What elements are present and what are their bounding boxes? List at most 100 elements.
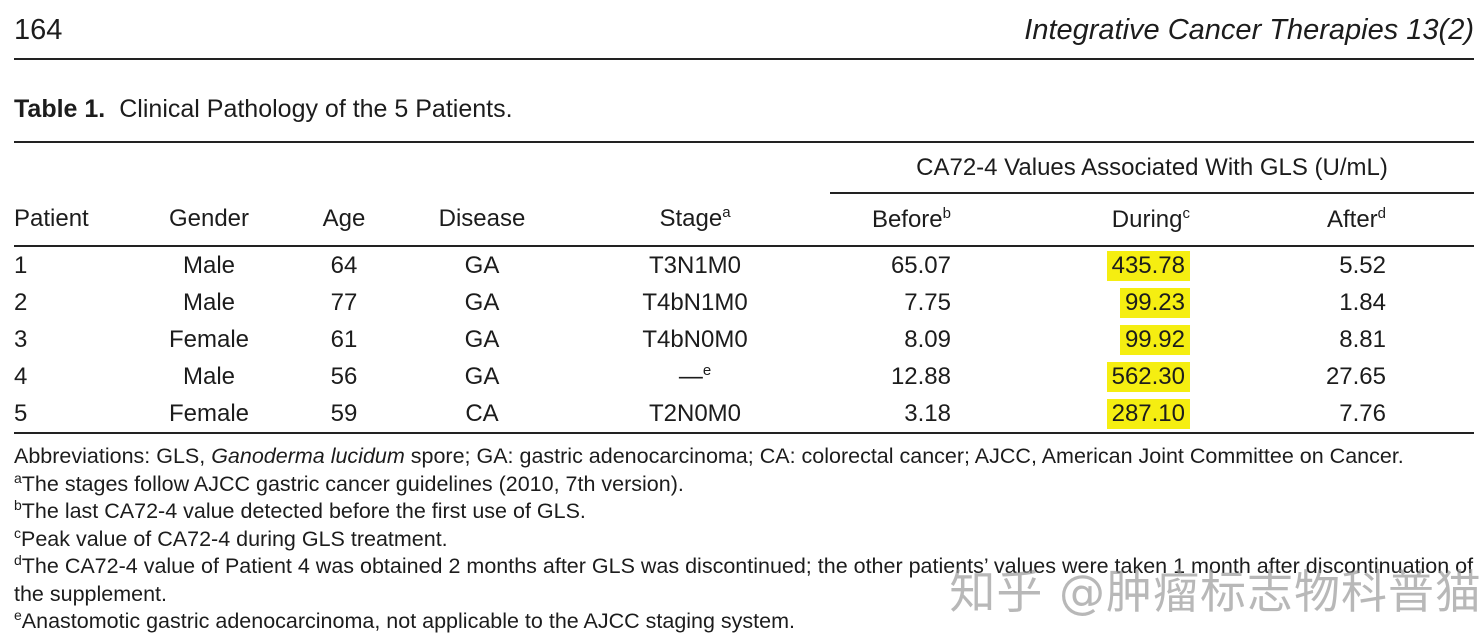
cell-patient: 3 — [14, 325, 28, 353]
col-sup: d — [1377, 204, 1386, 222]
cell-gender: Male — [182, 362, 236, 390]
cell-patient: 4 — [14, 362, 28, 390]
cell-age: 56 — [330, 362, 358, 390]
footnote-marker: b — [14, 496, 22, 513]
col-sup: c — [1182, 204, 1191, 222]
cell-patient: 1 — [14, 251, 28, 279]
cell-before: 8.09 — [904, 325, 951, 353]
journal-title: Integrative Cancer Therapies 13(2) — [1024, 14, 1474, 46]
cell-gender: Male — [182, 288, 236, 316]
highlighted-during-value: 287.10 — [1106, 398, 1190, 429]
footnote-marker: a — [14, 469, 22, 486]
cell-patient: 5 — [14, 399, 28, 427]
table-row-patient-3: 3 Female 61 GA T4bN0M0 8.09 99.92 8.81 — [14, 321, 1474, 358]
cell-after: 5.52 — [1339, 251, 1386, 279]
table-caption: Table 1. Clinical Pathology of the 5 Pati… — [14, 95, 1474, 124]
col-label: During — [1111, 205, 1183, 233]
footnotes: Abbreviations: GLS, Ganoderma lucidum sp… — [14, 443, 1474, 636]
cell-disease: GA — [464, 251, 500, 279]
cell-age: 59 — [330, 399, 358, 427]
col-header-before: Beforeb — [830, 193, 965, 246]
footnote-text: The last CA72-4 value detected before th… — [21, 499, 586, 523]
col-sup: b — [942, 204, 951, 222]
col-label: Before — [871, 205, 943, 233]
col-label: Gender — [168, 205, 250, 232]
cell-gender: Female — [168, 325, 250, 353]
col-label: Patient — [14, 205, 89, 232]
col-sup: a — [722, 204, 731, 221]
stage-value: — — [678, 362, 703, 390]
table-caption-text: Clinical Pathology of the 5 Patients. — [119, 95, 513, 123]
cell-gender: Female — [168, 399, 250, 427]
abbr-pre: Abbreviations: GLS, — [14, 444, 212, 468]
cell-during: 435.78 — [965, 246, 1200, 284]
cell-before: 3.18 — [904, 399, 951, 427]
table-row-patient-1: 1 Male 64 GA T3N1M0 65.07 435.78 5.52 — [14, 246, 1474, 284]
footnote-d: dThe CA72-4 value of Patient 4 was obtai… — [14, 553, 1474, 608]
cell-stage: —e — [560, 358, 830, 395]
cell-patient: 2 — [14, 288, 28, 316]
col-label: Disease — [438, 205, 526, 232]
cell-disease: GA — [464, 362, 500, 390]
group-header-ca72-4: CA72-4 Values Associated With GLS (U/mL) — [830, 142, 1474, 194]
highlighted-during-value: 562.30 — [1106, 361, 1190, 392]
cell-stage: T4bN1M0 — [560, 284, 830, 321]
cell-stage: T2N0M0 — [560, 395, 830, 433]
cell-before: 7.75 — [904, 288, 951, 316]
col-header-during: Duringc — [965, 193, 1200, 246]
table-caption-label: Table 1. — [14, 95, 106, 123]
page-number: 164 — [14, 14, 63, 46]
cell-after: 7.76 — [1339, 399, 1386, 427]
col-label: Age — [322, 205, 366, 232]
stage-value: T4bN1M0 — [642, 288, 748, 316]
col-header-gender: Gender — [134, 193, 284, 246]
cell-disease: GA — [464, 288, 500, 316]
footnote-a: aThe stages follow AJCC gastric cancer g… — [14, 469, 1474, 499]
highlighted-during-value: 435.78 — [1106, 250, 1190, 281]
footnote-marker: d — [14, 551, 22, 568]
cell-during: 99.23 — [965, 284, 1200, 321]
footnote-text: The CA72-4 value of Patient 4 was obtain… — [14, 554, 1474, 606]
group-header-spacer — [14, 142, 830, 193]
cell-during: 562.30 — [965, 358, 1200, 395]
cell-stage: T3N1M0 — [560, 246, 830, 284]
cell-before: 12.88 — [890, 362, 951, 390]
running-head: 164 Integrative Cancer Therapies 13(2) — [14, 14, 1474, 60]
clinical-pathology-table: CA72-4 Values Associated With GLS (U/mL)… — [14, 141, 1474, 434]
footnote-text: Anastomotic gastric adenocarcinoma, not … — [21, 609, 795, 633]
cell-before: 65.07 — [890, 251, 951, 279]
highlighted-during-value: 99.92 — [1119, 324, 1190, 355]
table-row-patient-5: 5 Female 59 CA T2N0M0 3.18 287.10 7.76 — [14, 395, 1474, 433]
stage-value: T3N1M0 — [648, 251, 742, 279]
abbr-species-italic: Ganoderma lucidum — [211, 444, 405, 468]
cell-age: 64 — [330, 251, 358, 279]
footnote-marker: e — [14, 606, 22, 623]
footnote-marker: c — [14, 524, 21, 541]
column-header-row: Patient Gender Age Disease Stagea Before… — [14, 193, 1474, 246]
footnote-c: cPeak value of CA72-4 during GLS treatme… — [14, 524, 1474, 554]
col-label: After — [1326, 205, 1378, 233]
footnote-b: bThe last CA72-4 value detected before t… — [14, 498, 1474, 526]
abbreviations-note: Abbreviations: GLS, Ganoderma lucidum sp… — [14, 443, 1474, 471]
stage-value: T2N0M0 — [648, 399, 742, 427]
footnote-text: Peak value of CA72-4 during GLS treatmen… — [21, 526, 448, 551]
cell-after: 8.81 — [1339, 325, 1386, 353]
cell-disease: CA — [465, 399, 499, 427]
cell-after: 27.65 — [1325, 362, 1386, 390]
footnote-e: eAnastomotic gastric adenocarcinoma, not… — [14, 608, 1474, 636]
cell-disease: GA — [464, 325, 500, 353]
abbr-post: spore; GA: gastric adenocarcinoma; CA: c… — [404, 444, 1404, 468]
cell-gender: Male — [182, 251, 236, 279]
highlighted-during-value: 99.23 — [1119, 287, 1190, 318]
col-header-disease: Disease — [404, 193, 560, 246]
cell-age: 61 — [330, 325, 358, 353]
footnote-text: The stages follow AJCC gastric cancer gu… — [21, 471, 684, 496]
stage-value: T4bN0M0 — [642, 325, 748, 353]
cell-stage: T4bN0M0 — [560, 321, 830, 358]
col-header-age: Age — [284, 193, 404, 246]
cell-age: 77 — [330, 288, 358, 316]
col-header-stage: Stagea — [560, 193, 830, 246]
cell-after: 1.84 — [1339, 288, 1386, 316]
stage-sup: e — [702, 361, 712, 379]
